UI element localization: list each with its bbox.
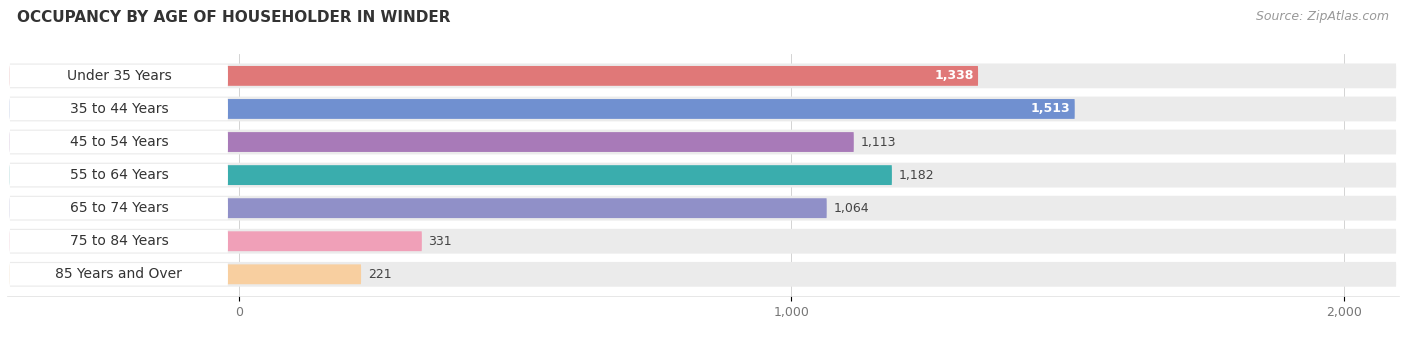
FancyBboxPatch shape (10, 229, 1396, 254)
Text: 35 to 44 Years: 35 to 44 Years (69, 102, 169, 116)
Text: 45 to 54 Years: 45 to 54 Years (69, 135, 169, 149)
FancyBboxPatch shape (10, 97, 1396, 121)
FancyBboxPatch shape (10, 64, 1396, 88)
FancyBboxPatch shape (10, 263, 228, 286)
FancyBboxPatch shape (10, 132, 853, 152)
Text: Source: ZipAtlas.com: Source: ZipAtlas.com (1256, 10, 1389, 23)
FancyBboxPatch shape (10, 196, 1396, 221)
FancyBboxPatch shape (10, 131, 228, 153)
Text: Under 35 Years: Under 35 Years (66, 69, 172, 83)
FancyBboxPatch shape (10, 198, 827, 218)
FancyBboxPatch shape (10, 164, 228, 186)
Text: 75 to 84 Years: 75 to 84 Years (69, 234, 169, 248)
FancyBboxPatch shape (10, 197, 228, 219)
FancyBboxPatch shape (10, 265, 361, 284)
Text: 55 to 64 Years: 55 to 64 Years (69, 168, 169, 182)
Text: 1,513: 1,513 (1031, 102, 1070, 116)
Text: 85 Years and Over: 85 Years and Over (55, 267, 183, 281)
Text: 1,182: 1,182 (898, 169, 934, 182)
FancyBboxPatch shape (10, 98, 228, 120)
FancyBboxPatch shape (10, 262, 1396, 287)
FancyBboxPatch shape (10, 231, 422, 251)
Text: 1,338: 1,338 (934, 69, 973, 82)
Text: 1,113: 1,113 (860, 136, 896, 149)
FancyBboxPatch shape (10, 130, 1396, 154)
FancyBboxPatch shape (10, 65, 228, 87)
FancyBboxPatch shape (10, 66, 979, 86)
FancyBboxPatch shape (10, 99, 1074, 119)
FancyBboxPatch shape (10, 230, 228, 253)
Text: 221: 221 (368, 268, 391, 281)
FancyBboxPatch shape (10, 163, 1396, 187)
Text: 331: 331 (429, 235, 453, 248)
FancyBboxPatch shape (10, 165, 891, 185)
Text: 65 to 74 Years: 65 to 74 Years (69, 201, 169, 215)
Text: 1,064: 1,064 (834, 202, 869, 215)
Text: OCCUPANCY BY AGE OF HOUSEHOLDER IN WINDER: OCCUPANCY BY AGE OF HOUSEHOLDER IN WINDE… (17, 10, 450, 25)
